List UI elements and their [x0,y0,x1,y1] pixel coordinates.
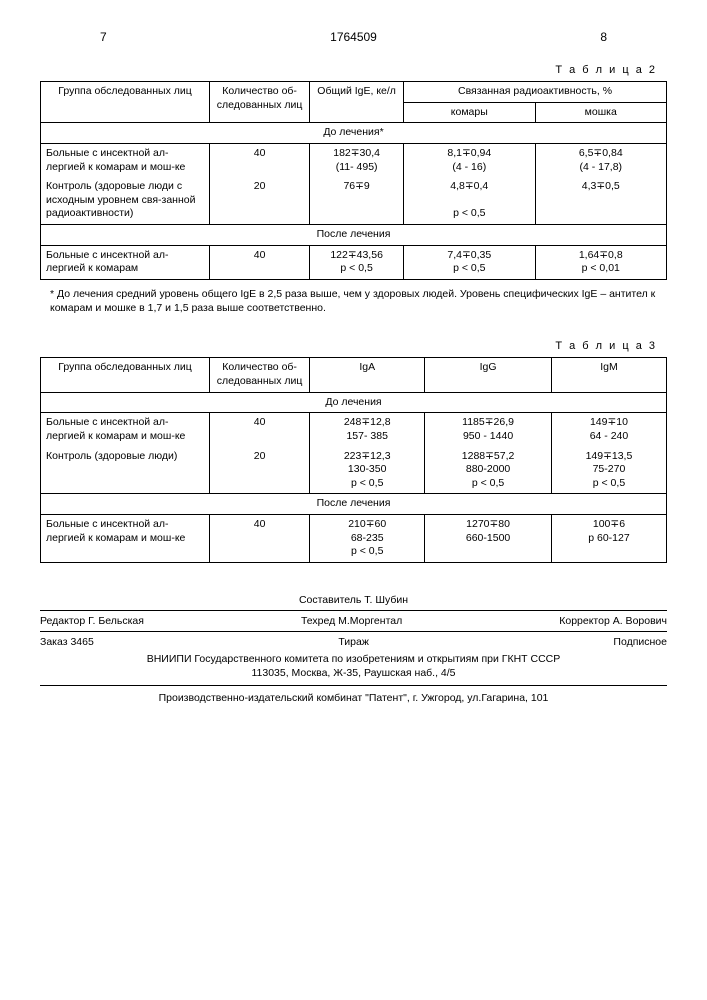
tech: Техред М.Моргентал [301,615,402,627]
t3-r2-iga: 223∓12,3 130-350 p < 0,5 [310,447,425,494]
corrector: Корректор А. Ворович [559,615,667,627]
t2-sec2: После лечения [41,225,667,246]
editor: Редактор Г. Бельская [40,615,144,627]
page-center: 1764509 [330,30,377,44]
sub: Подписное [613,636,667,648]
t3-sec2: После лечения [41,494,667,515]
t3-r1-igm: 149∓10 64 - 240 [551,413,666,447]
org1: ВНИИПИ Государственного комитета по изоб… [40,652,667,667]
t3-r1-igg: 1185∓26,9 950 - 1440 [425,413,552,447]
t3-r3-iga: 210∓60 68-235 p < 0,5 [310,515,425,563]
t2-r2-kom: 4,8∓0,4 p < 0,5 [404,177,535,224]
t2-r1-n: 40 [210,143,310,177]
t2-col4a: комары [404,102,535,123]
t2-col2: Количество об-следованных лиц [210,82,310,123]
t3-r2-group: Контроль (здоровые люди) [41,447,210,494]
t2-col4b: мошка [535,102,666,123]
t3-sec1: До лечения [41,392,667,413]
page-right: 8 [600,30,607,44]
circ: Тираж [338,636,369,648]
t2-r2-ige: 76∓9 [310,177,404,224]
t2-col4: Связанная радиоактивность, % [404,82,667,103]
credits-block: Составитель Т. Шубин Редактор Г. Бельска… [40,593,667,704]
t2-r3-n: 40 [210,245,310,279]
credits-row2: Заказ 3465 Тираж Подписное [40,631,667,652]
t3-col2: Количество об-следованных лиц [210,358,310,392]
table2: Группа обследованных лиц Количество об-с… [40,81,667,280]
compiler: Составитель Т. Шубин [40,593,667,608]
t3-col1: Группа обследованных лиц [41,358,210,392]
t2-r1-mos: 6,5∓0,84 (4 - 17,8) [535,143,666,177]
table3: Группа обследованных лиц Количество об-с… [40,357,667,563]
t3-r2-igg: 1288∓57,2 880-2000 p < 0,5 [425,447,552,494]
t2-r3-mos: 1,64∓0,8 p < 0,01 [535,245,666,279]
org2: 113035, Москва, Ж-35, Раушская наб., 4/5 [40,666,667,681]
t2-r1-group: Больные с инсектной ал-лергией к комарам… [41,143,210,177]
t2-r3-ige: 122∓43,56 p < 0,5 [310,245,404,279]
page-left: 7 [100,30,107,44]
t2-r1-ige: 182∓30,4 (11- 495) [310,143,404,177]
t3-r3-n: 40 [210,515,310,563]
page-header: 7 1764509 8 [40,30,667,44]
t2-r2-n: 20 [210,177,310,224]
t3-r1-group: Больные с инсектной ал-лергией к комарам… [41,413,210,447]
t3-r3-igg: 1270∓80 660-1500 [425,515,552,563]
table2-footnote: * До лечения средний уровень общего IgE … [50,288,657,315]
t3-r1-iga: 248∓12,8 157- 385 [310,413,425,447]
t3-r2-igm: 149∓13,5 75-270 p < 0,5 [551,447,666,494]
t3-r1-n: 40 [210,413,310,447]
t3-r2-n: 20 [210,447,310,494]
t2-r3-group: Больные с инсектной ал-лергией к комарам [41,245,210,279]
t2-col1: Группа обследованных лиц [41,82,210,123]
t2-col3: Общий IgE, ке/л [310,82,404,123]
order: Заказ 3465 [40,636,94,648]
t2-r3-kom: 7,4∓0,35 p < 0,5 [404,245,535,279]
t2-sec1: До лечения* [41,123,667,144]
t2-r2-mos: 4,3∓0,5 [535,177,666,224]
table2-label: Т а б л и ц а 2 [40,64,657,76]
t3-col3: IgA [310,358,425,392]
credits-row1: Редактор Г. Бельская Техред М.Моргентал … [40,610,667,631]
t3-col4: IgG [425,358,552,392]
t3-r3-igm: 100∓6 p 60-127 [551,515,666,563]
t3-r3-group: Больные с инсектной ал-лергией к комарам… [41,515,210,563]
t2-r2-group: Контроль (здоровые люди с исходным уровн… [41,177,210,224]
t2-r1-kom: 8,1∓0,94 (4 - 16) [404,143,535,177]
prod: Производственно-издательский комбинат "П… [40,685,667,704]
table3-label: Т а б л и ц а 3 [40,340,657,352]
t3-col5: IgM [551,358,666,392]
